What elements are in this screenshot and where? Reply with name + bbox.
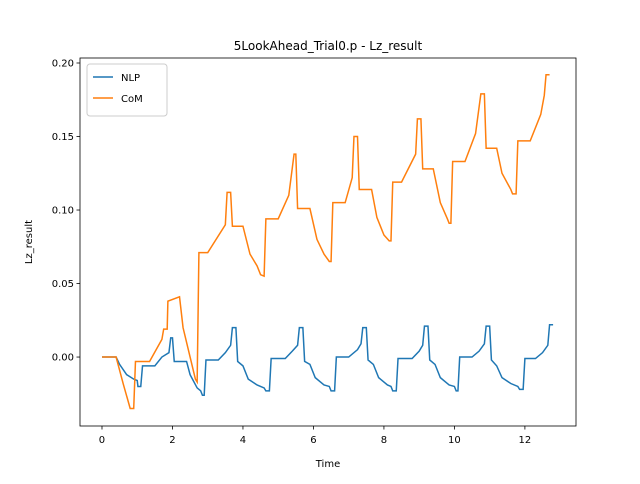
x-axis-label: Time	[315, 459, 340, 470]
x-tick-label: 2	[169, 435, 175, 446]
y-tick-label: 0.00	[52, 353, 74, 364]
line-series	[101, 74, 550, 410]
x-tick-label: 0	[99, 435, 105, 446]
x-tick-label: 8	[381, 435, 387, 446]
legend-label: NLP	[121, 73, 140, 84]
y-tick-label: 0.15	[52, 132, 74, 143]
plot-frame	[79, 57, 577, 427]
chart-title: 5LookAhead_Trial0.p - Lz_result	[234, 39, 423, 53]
legend-box	[86, 63, 168, 117]
legend-label: CoM	[121, 94, 143, 105]
x-tick-label: 6	[310, 435, 316, 446]
y-tick-label: 0.10	[52, 206, 74, 217]
line-series	[101, 323, 554, 397]
y-tick-label: 0.20	[52, 58, 74, 69]
x-tick-label: 12	[519, 435, 532, 446]
y-tick-label: 0.05	[52, 279, 74, 290]
y-axis-label: Lz_result	[24, 220, 35, 264]
x-tick-label: 4	[240, 435, 246, 446]
x-tick-label: 10	[448, 435, 461, 446]
